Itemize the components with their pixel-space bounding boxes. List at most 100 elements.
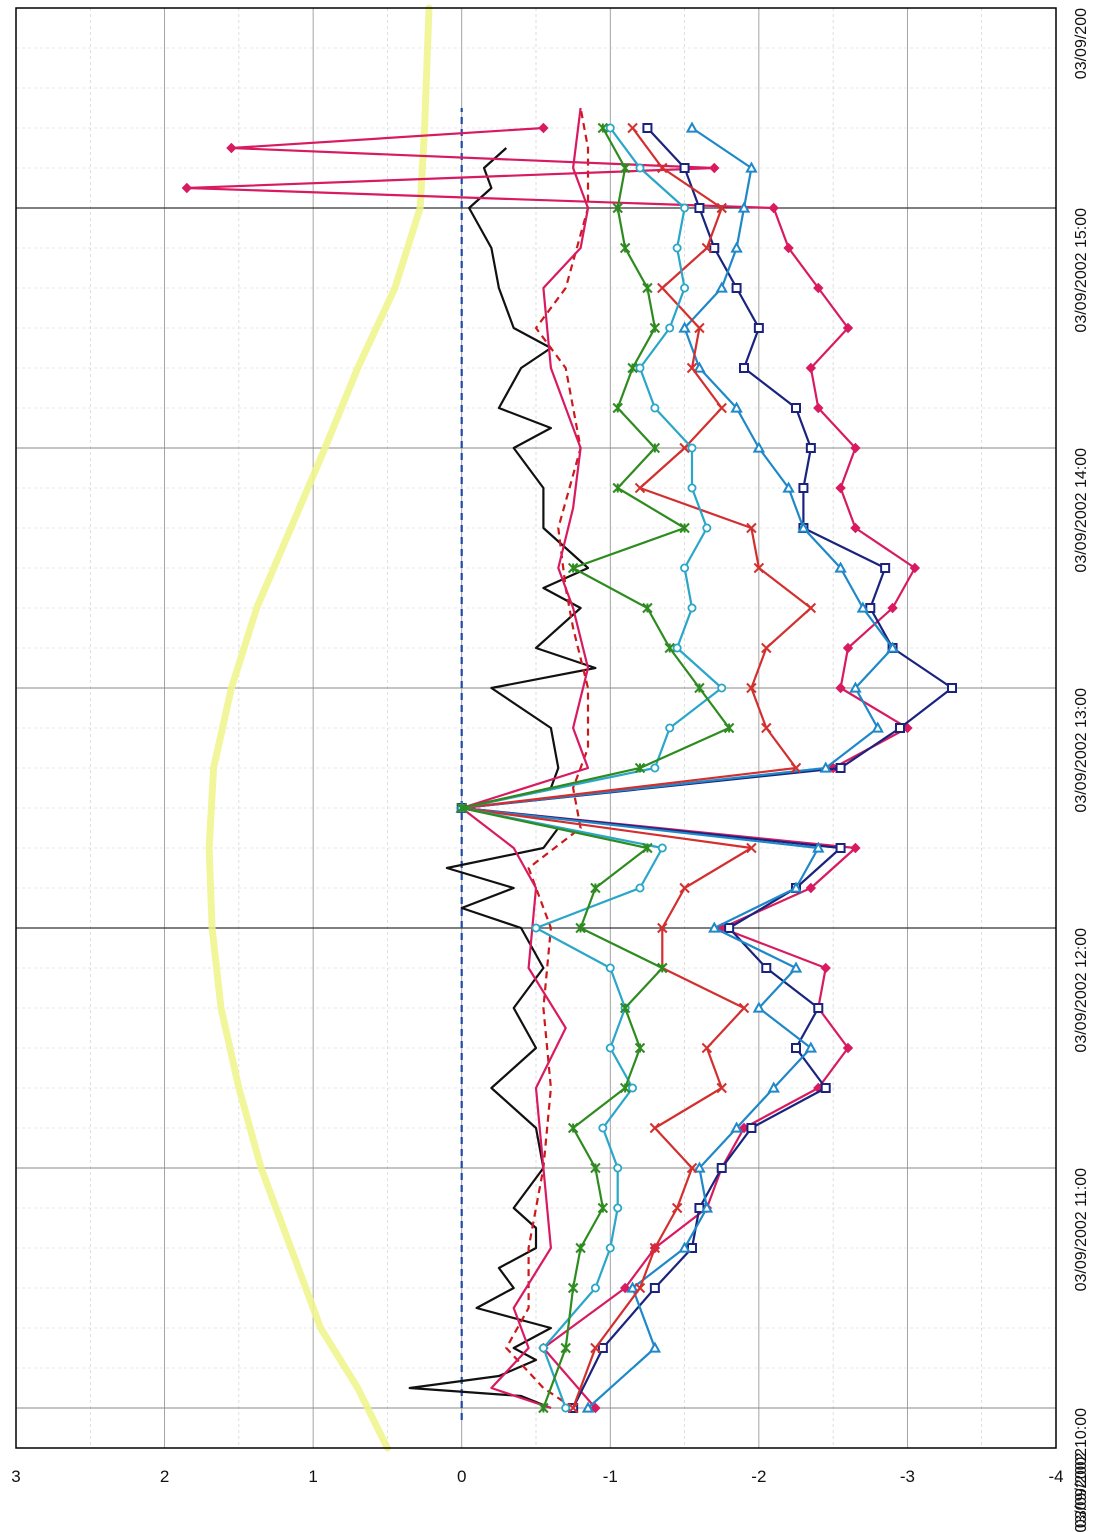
series-line [460,127,894,1409]
square-marker [835,763,846,773]
diamond-marker [709,162,720,174]
circle-marker [650,763,660,773]
x-marker [634,1282,646,1294]
triangle-marker [812,841,825,853]
x-marker [790,762,802,774]
x-marker [746,842,757,854]
x-marker [686,362,698,374]
diamond-marker [887,602,898,614]
series-line [460,127,731,1409]
square-marker [791,403,801,413]
asterisk-marker [567,1122,579,1134]
triangle-marker [648,1341,662,1353]
circle-marker [687,443,697,453]
triangle-marker [626,1281,639,1293]
square-marker [805,443,816,453]
triangle-marker [871,721,884,733]
circle-marker [680,283,690,293]
asterisk-marker [619,1002,631,1014]
circle-marker [650,403,660,413]
series-line [505,107,590,1409]
diamond-marker [181,182,193,194]
asterisk-marker [612,202,623,214]
x-marker [694,322,705,334]
asterisk-marker [664,642,675,654]
diamond-marker [805,362,817,374]
series-6 [181,122,921,1414]
diamond-marker [783,242,794,254]
x-marker [746,682,757,694]
circle-marker [702,523,712,533]
circle-marker [657,843,667,853]
series-line [185,126,916,1409]
triangle-marker [886,641,899,653]
value-tick-label: 3 [11,1467,20,1486]
asterisk-marker [612,482,623,494]
square-marker [642,123,653,133]
asterisk-marker [575,1242,586,1254]
x-marker [716,402,727,414]
square-marker [694,203,705,213]
series-line [460,127,723,1409]
diamond-marker [850,522,861,534]
plot-border [15,7,1057,1449]
circle-marker [590,1283,600,1293]
diamond-marker [835,682,846,694]
square-marker [724,923,735,933]
asterisk-marker [619,242,631,254]
asterisk-marker [538,1402,549,1414]
diamond-marker [226,142,237,154]
x-marker [716,202,727,214]
time-tick-label: 03/09/2002 12:00 [1073,928,1090,1053]
triangle-marker [581,1401,595,1413]
triangle-marker [752,441,766,453]
asterisk-marker [619,1082,631,1094]
circle-marker [665,323,675,333]
diamond-marker [805,882,817,894]
circle-marker [635,163,645,173]
asterisk-marker [575,922,586,934]
square-marker [835,843,846,853]
x-marker [657,282,668,294]
x-marker [627,122,638,134]
triangle-marker [693,1161,706,1173]
series-layer [181,4,957,1452]
square-marker [709,243,720,253]
asterisk-marker [642,282,653,294]
asterisk-marker [456,802,467,814]
x-marker [657,922,668,934]
triangle-marker [737,201,751,213]
circle-marker [717,683,727,693]
x-marker [657,162,668,174]
asterisk-marker [590,882,601,894]
value-tick-label: -3 [900,1467,915,1486]
circle-marker [687,483,697,493]
series-5 [460,107,590,1410]
square-marker [813,1003,824,1013]
value-tick-label: -1 [603,1467,618,1486]
circle-marker [613,1203,623,1213]
circle-marker [635,363,645,373]
triangle-marker [804,1041,818,1053]
x-marker [686,1162,698,1174]
square-marker [761,963,772,973]
triangle-marker [767,1081,780,1093]
series-9 [456,122,817,1414]
asterisk-marker [642,842,653,854]
square-marker [820,1083,831,1093]
square-marker [739,363,749,373]
x-marker [761,722,772,734]
asterisk-marker [649,322,661,334]
circle-marker [672,643,682,653]
circle-marker [680,563,690,573]
asterisk-marker [612,402,623,414]
series-1 [205,4,433,1452]
asterisk-marker [657,962,668,974]
square-marker [597,1343,608,1353]
circle-marker [635,883,645,893]
triangle-marker [678,1241,691,1253]
asterisk-marker [634,1042,646,1054]
circle-marker [613,1163,623,1173]
circle-marker [628,1083,638,1093]
x-marker [590,1342,601,1354]
